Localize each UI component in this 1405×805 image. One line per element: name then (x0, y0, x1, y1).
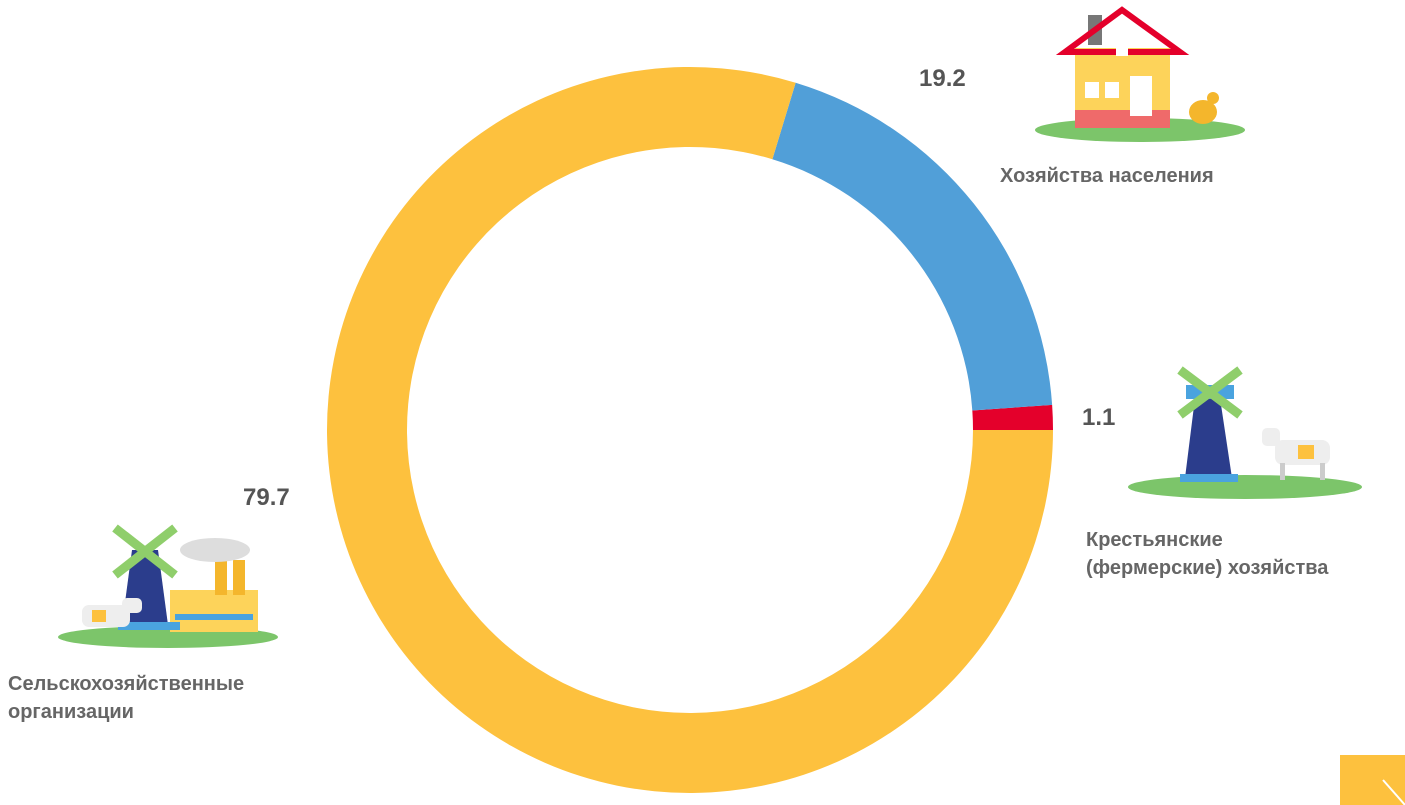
icon-farm (1128, 366, 1362, 499)
category-label: Хозяйства населения (1000, 165, 1214, 187)
category-label: Сельскохозяйственные организации (8, 673, 245, 723)
category-label: Крестьянские (фермерские) хозяйства (1086, 529, 1329, 579)
icon-house (1035, 6, 1245, 142)
value-label: 79.7 (243, 484, 290, 511)
expand-button[interactable] (1340, 755, 1405, 805)
value-label: 1.1 (1082, 404, 1116, 431)
value-label: 19.2 (919, 65, 966, 92)
donut-slice (972, 404, 1053, 430)
donut-slice (772, 82, 1053, 411)
icon-organization (58, 524, 278, 648)
